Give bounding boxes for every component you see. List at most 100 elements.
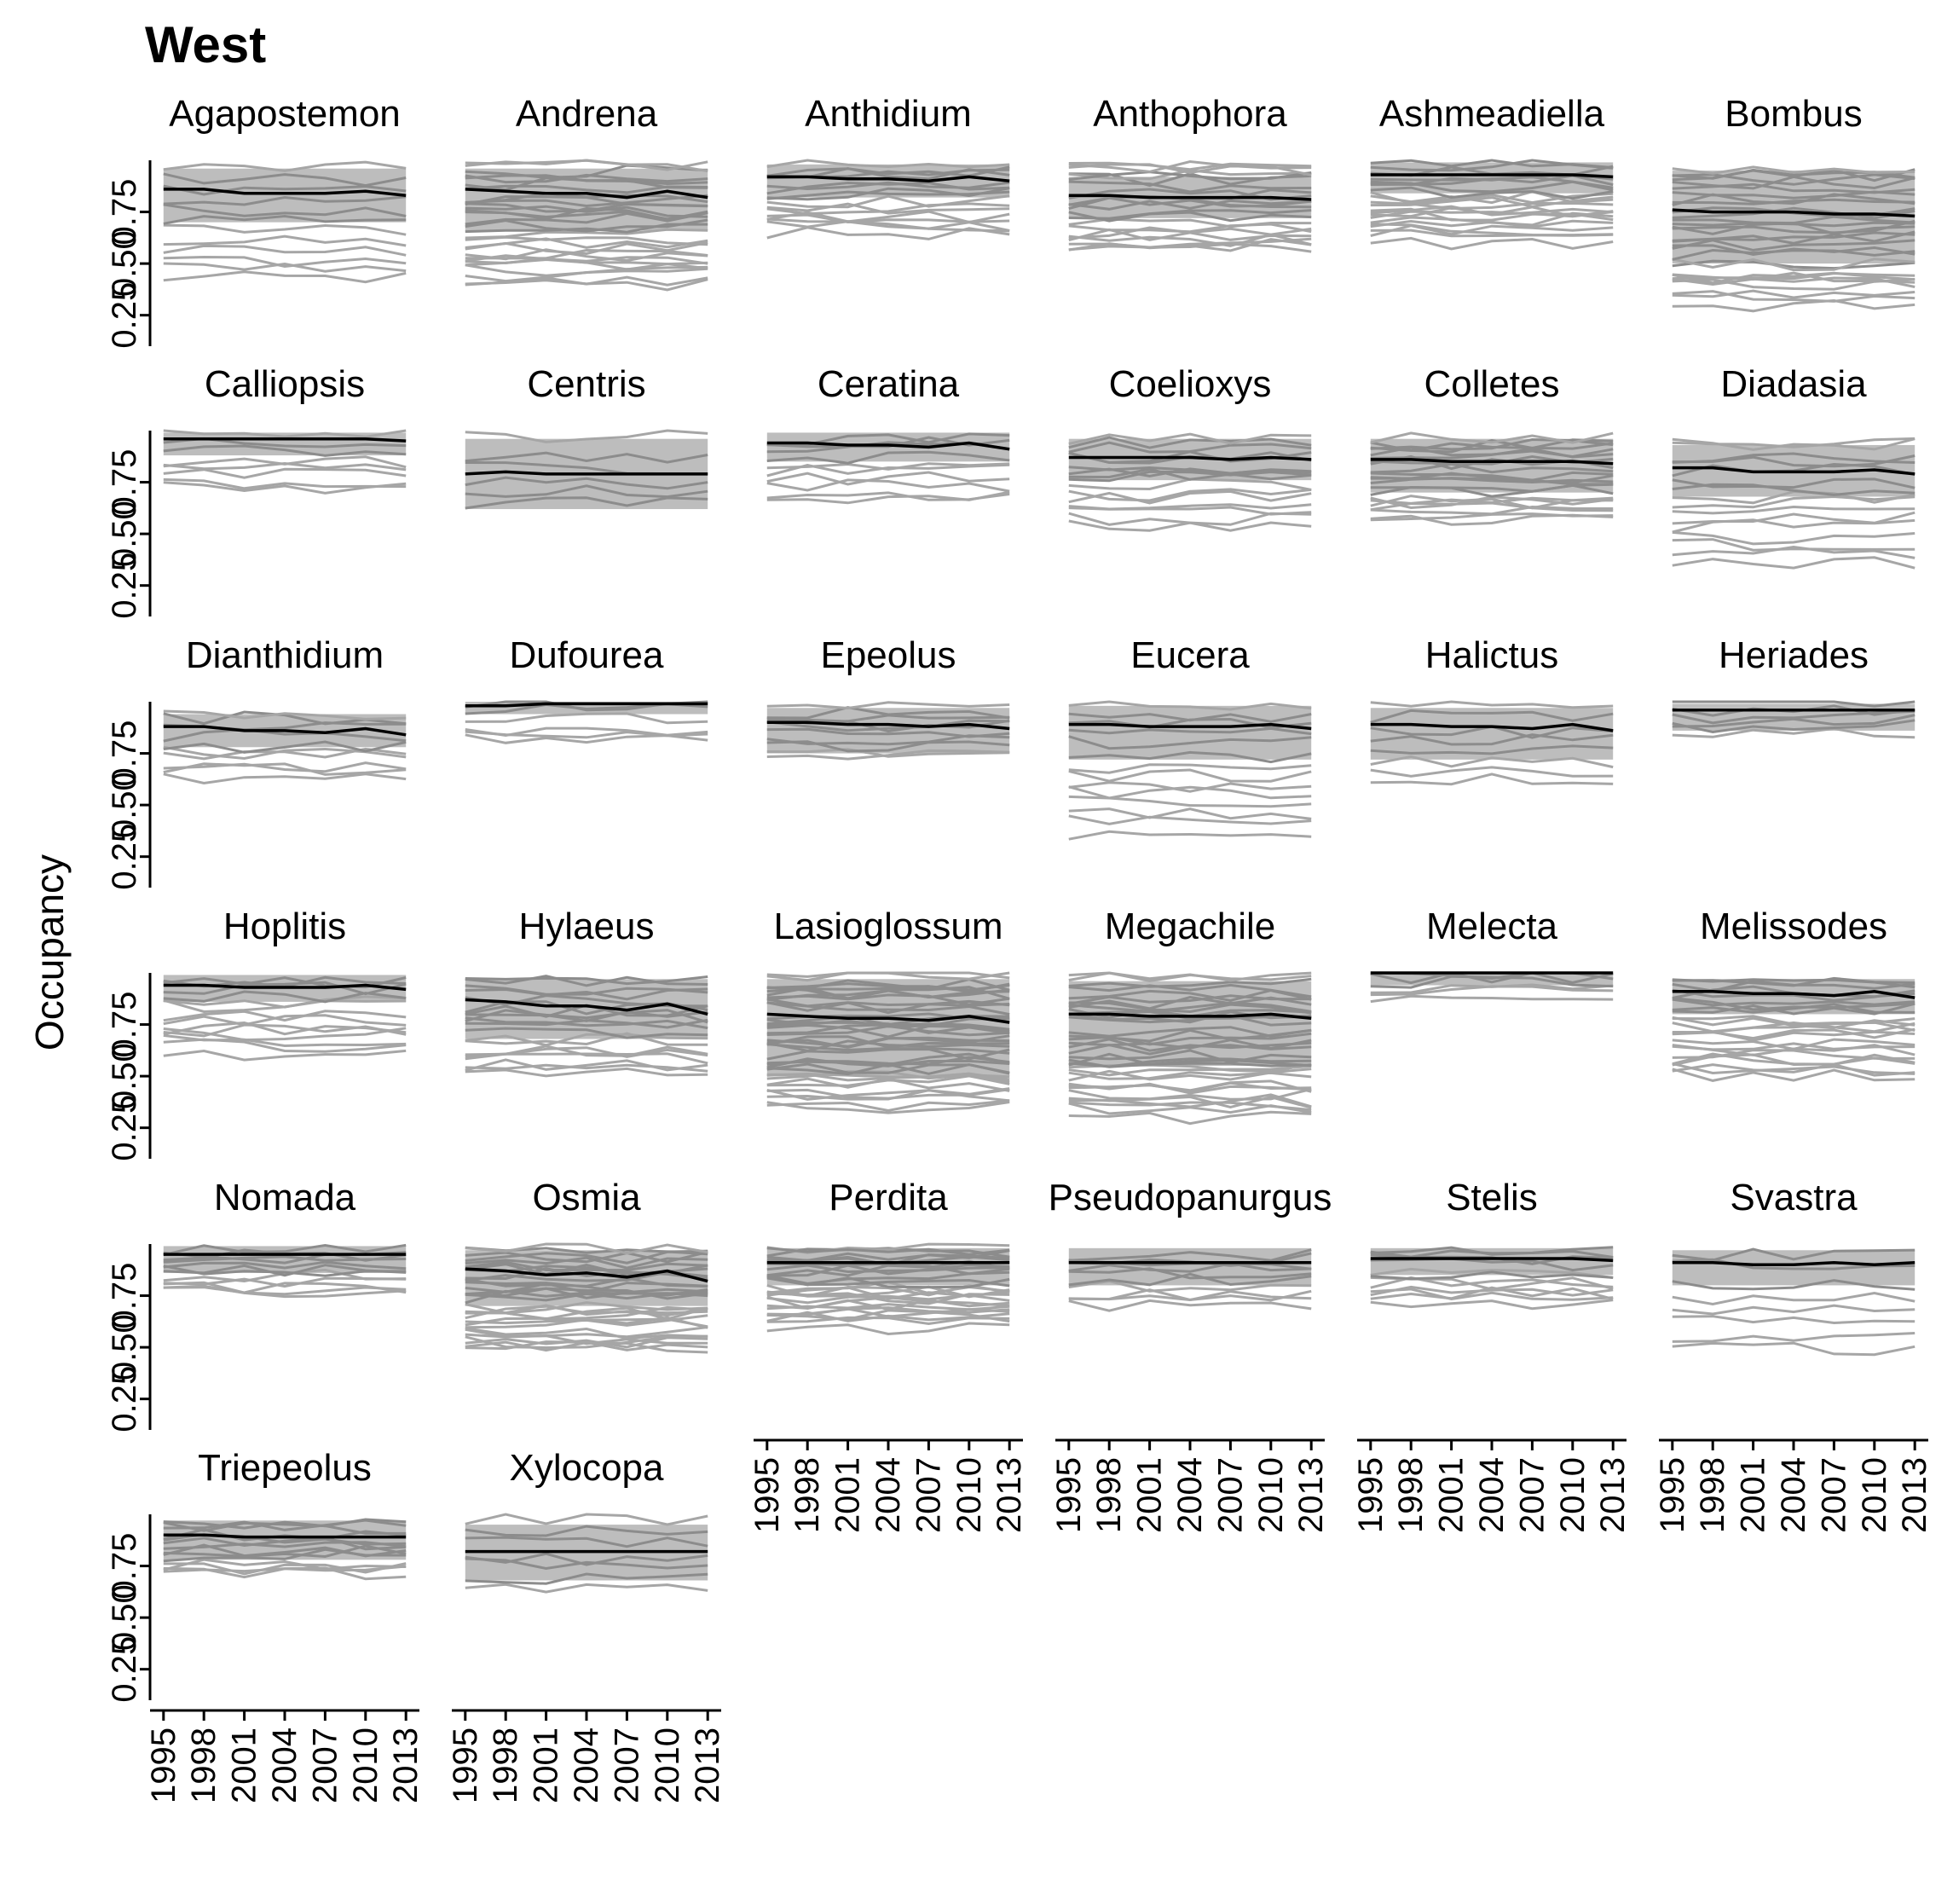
species-line — [163, 244, 407, 257]
species-line — [465, 159, 708, 171]
species-line — [1068, 1079, 1312, 1093]
species-line — [163, 203, 407, 217]
mean-line — [163, 188, 407, 197]
species-line — [1068, 467, 1312, 481]
mean-line — [1370, 173, 1614, 179]
species-line — [163, 761, 407, 773]
species-line — [766, 1099, 1010, 1113]
species-line — [1068, 199, 1312, 211]
species-line — [1068, 180, 1312, 194]
y-tick-label: 0.75 — [106, 449, 143, 516]
species-line — [163, 1544, 407, 1559]
species-line — [1370, 159, 1614, 170]
species-line — [163, 1519, 407, 1531]
species-line — [163, 1521, 407, 1535]
species-line — [1672, 259, 1915, 270]
panel-megachile: Megachile — [1068, 906, 1312, 1126]
y-tick-label: 0.75 — [106, 721, 143, 787]
species-line — [163, 762, 407, 776]
x-tick-label: 2001 — [829, 1457, 867, 1533]
panel-label: Svastra — [1730, 1177, 1858, 1218]
species-line — [1068, 1087, 1312, 1101]
species-line — [1370, 733, 1614, 746]
species-line — [1672, 271, 1915, 285]
species-line — [163, 1558, 407, 1571]
species-line — [163, 223, 407, 236]
species-line — [1068, 1095, 1312, 1109]
x-tick-label: 2004 — [1473, 1457, 1511, 1533]
x-tick-label: 2010 — [1252, 1457, 1290, 1533]
panel-stelis: Stelis 1995 1998 2001 2004 2007 2010 2013 — [1352, 1177, 1632, 1533]
species-line — [465, 429, 708, 443]
species-line — [766, 436, 1010, 449]
species-line — [1672, 298, 1915, 313]
species-line — [766, 190, 1010, 200]
species-line — [1370, 437, 1614, 451]
species-line — [465, 975, 708, 987]
species-line — [1672, 219, 1915, 234]
species-line — [465, 228, 708, 240]
species-line — [1068, 1082, 1312, 1095]
species-line — [465, 1301, 708, 1315]
species-line — [1672, 206, 1915, 220]
species-line — [1672, 477, 1915, 489]
panel-label: Dufourea — [509, 634, 664, 676]
species-line — [1672, 1291, 1915, 1306]
species-line — [1672, 1279, 1915, 1291]
mean-line — [766, 175, 1010, 182]
panel-label: Megachile — [1105, 906, 1276, 947]
species-line — [465, 1027, 708, 1039]
panel-label: Melecta — [1426, 906, 1558, 947]
species-line — [465, 1046, 708, 1058]
x-tick-label: 2004 — [1171, 1457, 1209, 1533]
mean-line — [1370, 1257, 1614, 1263]
species-line — [1068, 807, 1312, 820]
species-line — [1672, 1003, 1915, 1014]
panel-osmia: Osmia — [465, 1177, 708, 1354]
species-line — [465, 1340, 708, 1351]
x-tick-label: 2001 — [1433, 1457, 1471, 1533]
species-line — [1370, 447, 1614, 460]
species-line — [1672, 1042, 1915, 1051]
species-line — [163, 1243, 407, 1257]
mean-line — [1672, 208, 1915, 218]
mean-line — [465, 998, 708, 1016]
y-tick-label: 0.75 — [106, 1263, 143, 1329]
panel-eucera: Eucera — [1068, 634, 1312, 841]
species-line — [766, 1263, 1010, 1277]
mean-line — [163, 983, 407, 992]
panel-label: Triepeolus — [198, 1447, 372, 1489]
x-tick-label: 2007 — [1513, 1457, 1551, 1533]
species-line — [1068, 1057, 1312, 1068]
species-line — [1370, 709, 1614, 724]
species-line — [1068, 470, 1312, 483]
species-line — [1672, 1015, 1915, 1026]
species-line — [766, 202, 1010, 215]
panel-agapostemon: Agapostemon 0.250.500.75 — [106, 93, 407, 349]
species-line — [465, 1287, 708, 1299]
panel-dianthidium: Dianthidium 0.250.500.75 — [106, 634, 407, 890]
species-line — [1672, 248, 1915, 261]
panel-label: Calliopsis — [205, 363, 365, 405]
panel-label: Hoplitis — [223, 906, 346, 947]
species-line — [163, 1027, 407, 1042]
species-line — [766, 202, 1010, 216]
species-line — [766, 719, 1010, 732]
species-line — [465, 1513, 708, 1526]
mean-line — [1068, 722, 1312, 731]
species-line — [1672, 1341, 1915, 1357]
species-line — [465, 1525, 708, 1537]
y-tick-label: 0.25 — [106, 553, 143, 619]
species-line — [766, 181, 1010, 191]
species-line — [1068, 441, 1312, 454]
species-line — [1672, 244, 1915, 257]
species-line — [465, 1314, 708, 1327]
species-line — [1068, 1001, 1312, 1015]
species-line — [163, 1281, 407, 1296]
species-line — [163, 728, 407, 743]
panel-label: Eucera — [1130, 634, 1250, 676]
y-tick-label: 0.50 — [106, 230, 143, 297]
species-line — [465, 254, 708, 265]
panel-label: Agapostemon — [169, 93, 401, 135]
